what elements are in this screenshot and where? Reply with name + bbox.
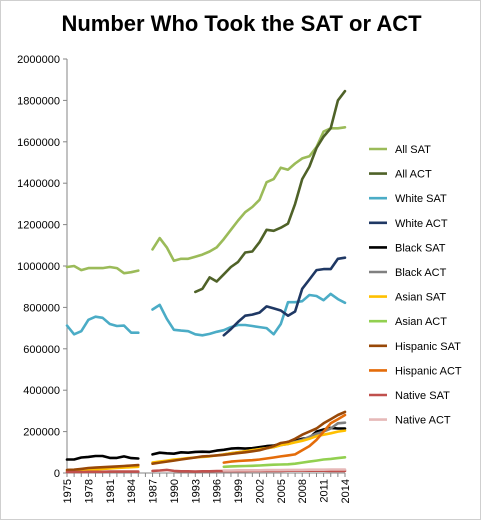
- x-tick-label: 2011: [319, 479, 331, 503]
- x-tick-label: 2008: [297, 479, 309, 503]
- series-line-white-act: [222, 256, 347, 337]
- legend-label-hispanic-sat: Hispanic SAT: [395, 341, 461, 353]
- y-tick-label: 1600000: [17, 137, 60, 149]
- y-tick-label: 1200000: [17, 220, 60, 232]
- series-line-hispanic-sat: [65, 463, 140, 472]
- legend-label-asian-act: Asian ACT: [395, 316, 447, 328]
- series-line-all-sat: [65, 264, 140, 275]
- legend-label-hispanic-act: Hispanic ACT: [395, 365, 462, 377]
- series-line-black-sat: [65, 454, 140, 461]
- series-line-white-sat: [65, 315, 140, 336]
- x-tick-label: 1987: [148, 479, 160, 503]
- legend-label-black-act: Black ACT: [395, 267, 447, 279]
- legend-label-native-act: Native ACT: [395, 415, 451, 427]
- series-line-all-sat: [151, 126, 347, 263]
- x-tick-label: 2014: [340, 479, 352, 503]
- series-line-hispanic-sat: [151, 410, 347, 466]
- x-tick-label: 1975: [62, 479, 74, 503]
- y-tick-label: 2000000: [17, 54, 60, 66]
- x-tick-label: 1993: [190, 479, 202, 503]
- series-line-hispanic-act: [222, 413, 347, 464]
- series-line-all-act: [194, 89, 347, 294]
- legend-label-all-act: All ACT: [395, 169, 432, 181]
- y-tick-label: 400000: [23, 385, 60, 397]
- x-tick-label: 1999: [233, 479, 245, 503]
- y-tick-label: 1400000: [17, 178, 60, 190]
- y-tick-label: 1000000: [17, 261, 60, 273]
- legend-label-white-act: White ACT: [395, 218, 448, 230]
- series-line-asian-act: [222, 455, 347, 469]
- x-tick-label: 1984: [126, 479, 138, 503]
- y-tick-label: 800000: [23, 302, 60, 314]
- x-tick-label: 1996: [212, 479, 224, 503]
- x-tick-label: 2005: [276, 479, 288, 503]
- x-tick-label: 1990: [169, 479, 181, 503]
- legend-label-all-sat: All SAT: [395, 144, 431, 156]
- legend-label-asian-sat: Asian SAT: [395, 292, 446, 304]
- legend-label-white-sat: White SAT: [395, 193, 447, 205]
- x-tick-label: 1981: [105, 479, 117, 503]
- series-line-white-sat: [151, 292, 347, 337]
- series-line-native-act: [222, 468, 347, 472]
- y-tick-label: 600000: [23, 344, 60, 356]
- legend-label-native-sat: Native SAT: [395, 390, 450, 402]
- x-tick-label: 2002: [254, 479, 266, 503]
- legend-label-black-sat: Black SAT: [395, 242, 446, 254]
- y-tick-label: 200000: [23, 427, 60, 439]
- series-line-asian-sat: [151, 429, 347, 464]
- y-tick-label: 1800000: [17, 95, 60, 107]
- x-tick-label: 1978: [83, 479, 95, 503]
- y-tick-label: 0: [54, 468, 60, 480]
- chart-title: Number Who Took the SAT or ACT: [61, 11, 422, 36]
